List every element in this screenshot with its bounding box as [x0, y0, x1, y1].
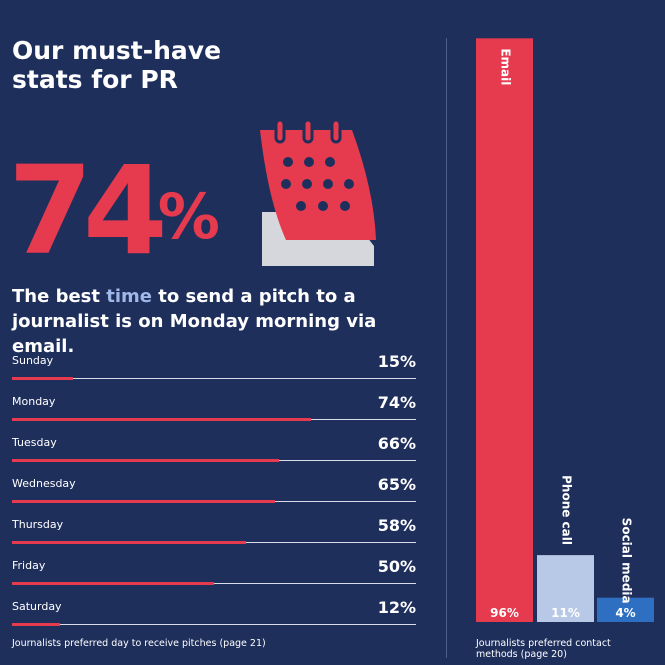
headline-highlight: time: [106, 286, 152, 307]
big-stat-sign: %: [157, 180, 220, 253]
bar-track: [12, 541, 416, 544]
tick-label: Wednesday: [12, 477, 76, 490]
bar-row-sunday: Sunday 15%: [12, 346, 416, 387]
divider: [446, 38, 447, 658]
data-label: 74%: [377, 393, 416, 412]
category-label: Email: [499, 48, 513, 85]
bar: [597, 597, 654, 622]
tick-label: Monday: [12, 395, 56, 408]
bar-row-thursday: Thursday 58%: [12, 510, 416, 551]
data-label: 66%: [377, 434, 416, 453]
bar-row-wednesday: Wednesday 65%: [12, 469, 416, 510]
data-label: 4%: [615, 606, 635, 620]
category-label: Phone call: [560, 475, 574, 545]
tick-label: Sunday: [12, 354, 54, 367]
weekday-bar-chart: Sunday 15% Monday 74% Tuesday 66% Wednesday 65%…: [12, 346, 416, 633]
calendar-icon: [260, 120, 376, 266]
contact-chart-caption: Journalists preferred contact methods (p…: [476, 638, 611, 660]
bar: [12, 377, 73, 380]
bar-row-saturday: Saturday 12%: [12, 592, 416, 633]
bar: [12, 500, 275, 503]
bar-track: [12, 377, 416, 380]
headline: The best time to send a pitch to a journ…: [12, 284, 432, 359]
bar: [12, 459, 279, 462]
bar-row-tuesday: Tuesday 66%: [12, 428, 416, 469]
data-label: 58%: [377, 516, 416, 535]
data-label: 11%: [551, 606, 580, 620]
data-label: 96%: [490, 606, 519, 620]
big-stat-value: 74: [8, 140, 168, 282]
data-label: 65%: [377, 475, 416, 494]
bar-row-monday: Monday 74%: [12, 387, 416, 428]
bar-row-friday: Friday 50%: [12, 551, 416, 592]
headline-part: The best: [12, 286, 107, 307]
bar-track: [12, 459, 416, 462]
bar: [12, 418, 311, 421]
bar-track: [12, 623, 416, 626]
category-label: Social media: [620, 518, 634, 604]
tick-label: Thursday: [12, 518, 64, 531]
bar: [12, 623, 61, 626]
tick-label: Friday: [12, 559, 46, 572]
bar: [476, 38, 533, 622]
page-title: Our must-have stats for PR: [12, 36, 222, 94]
bar: [537, 555, 594, 622]
bar-track: [12, 418, 416, 421]
bar: [12, 582, 214, 585]
bar-track: [12, 500, 416, 503]
data-label: 50%: [377, 557, 416, 576]
bar: [12, 541, 247, 544]
weekday-chart-caption: Journalists preferred day to receive pit…: [12, 638, 266, 649]
data-label: 12%: [377, 598, 416, 617]
bar-track: [12, 582, 416, 585]
tick-label: Tuesday: [12, 436, 57, 449]
headline-part: to send a pitch to a journalist is on Mo…: [12, 286, 377, 357]
data-label: 15%: [377, 352, 416, 371]
tick-label: Saturday: [12, 600, 62, 613]
big-stat: 74%: [8, 150, 220, 272]
